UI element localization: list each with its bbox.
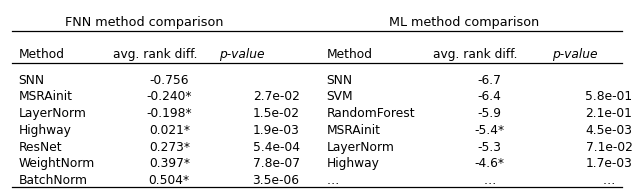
Text: 1.7e-03: 1.7e-03 [586,157,632,170]
Text: LayerNorm: LayerNorm [19,107,86,120]
Text: SNN: SNN [326,74,353,87]
Text: Method: Method [19,48,65,61]
Text: …: … [603,174,615,187]
Text: p-value: p-value [220,48,265,61]
Text: MSRAinit: MSRAinit [326,124,380,137]
Text: 0.504*: 0.504* [148,174,190,187]
Text: -0.756: -0.756 [150,74,189,87]
Text: 7.8e-07: 7.8e-07 [253,157,300,170]
Text: …: … [484,174,496,187]
Text: avg. rank diff.: avg. rank diff. [433,48,518,61]
Text: Highway: Highway [19,124,71,137]
Text: ResNet: ResNet [19,141,62,153]
Text: LayerNorm: LayerNorm [326,141,394,153]
Text: avg. rank diff.: avg. rank diff. [113,48,197,61]
Text: SVM: SVM [326,90,353,104]
Text: -0.240*: -0.240* [147,90,192,104]
Text: p-value: p-value [552,48,598,61]
Text: -0.198*: -0.198* [147,107,192,120]
Text: -5.4*: -5.4* [475,124,505,137]
Text: 0.021*: 0.021* [148,124,190,137]
Text: 4.5e-03: 4.5e-03 [586,124,632,137]
Text: WeightNorm: WeightNorm [19,157,95,170]
Text: 3.5e-06: 3.5e-06 [253,174,300,187]
Text: 0.397*: 0.397* [148,157,190,170]
Text: …: … [326,174,339,187]
Text: -6.7: -6.7 [477,74,502,87]
Text: -6.4: -6.4 [477,90,502,104]
Text: MSRAinit: MSRAinit [19,90,72,104]
Text: BatchNorm: BatchNorm [19,174,88,187]
Text: -4.6*: -4.6* [475,157,505,170]
Text: Highway: Highway [326,157,379,170]
Text: ML method comparison: ML method comparison [389,16,540,29]
Text: 2.1e-01: 2.1e-01 [586,107,632,120]
Text: Method: Method [326,48,372,61]
Text: SNN: SNN [19,74,45,87]
Text: FNN method comparison: FNN method comparison [65,16,223,29]
Text: 0.273*: 0.273* [148,141,190,153]
Text: 1.5e-02: 1.5e-02 [253,107,300,120]
Text: -5.9: -5.9 [477,107,502,120]
Text: 5.4e-04: 5.4e-04 [253,141,300,153]
Text: 7.1e-02: 7.1e-02 [586,141,632,153]
Text: 5.8e-01: 5.8e-01 [586,90,632,104]
Text: RandomForest: RandomForest [326,107,415,120]
Text: -5.3: -5.3 [477,141,502,153]
Text: 1.9e-03: 1.9e-03 [253,124,300,137]
Text: 2.7e-02: 2.7e-02 [253,90,300,104]
